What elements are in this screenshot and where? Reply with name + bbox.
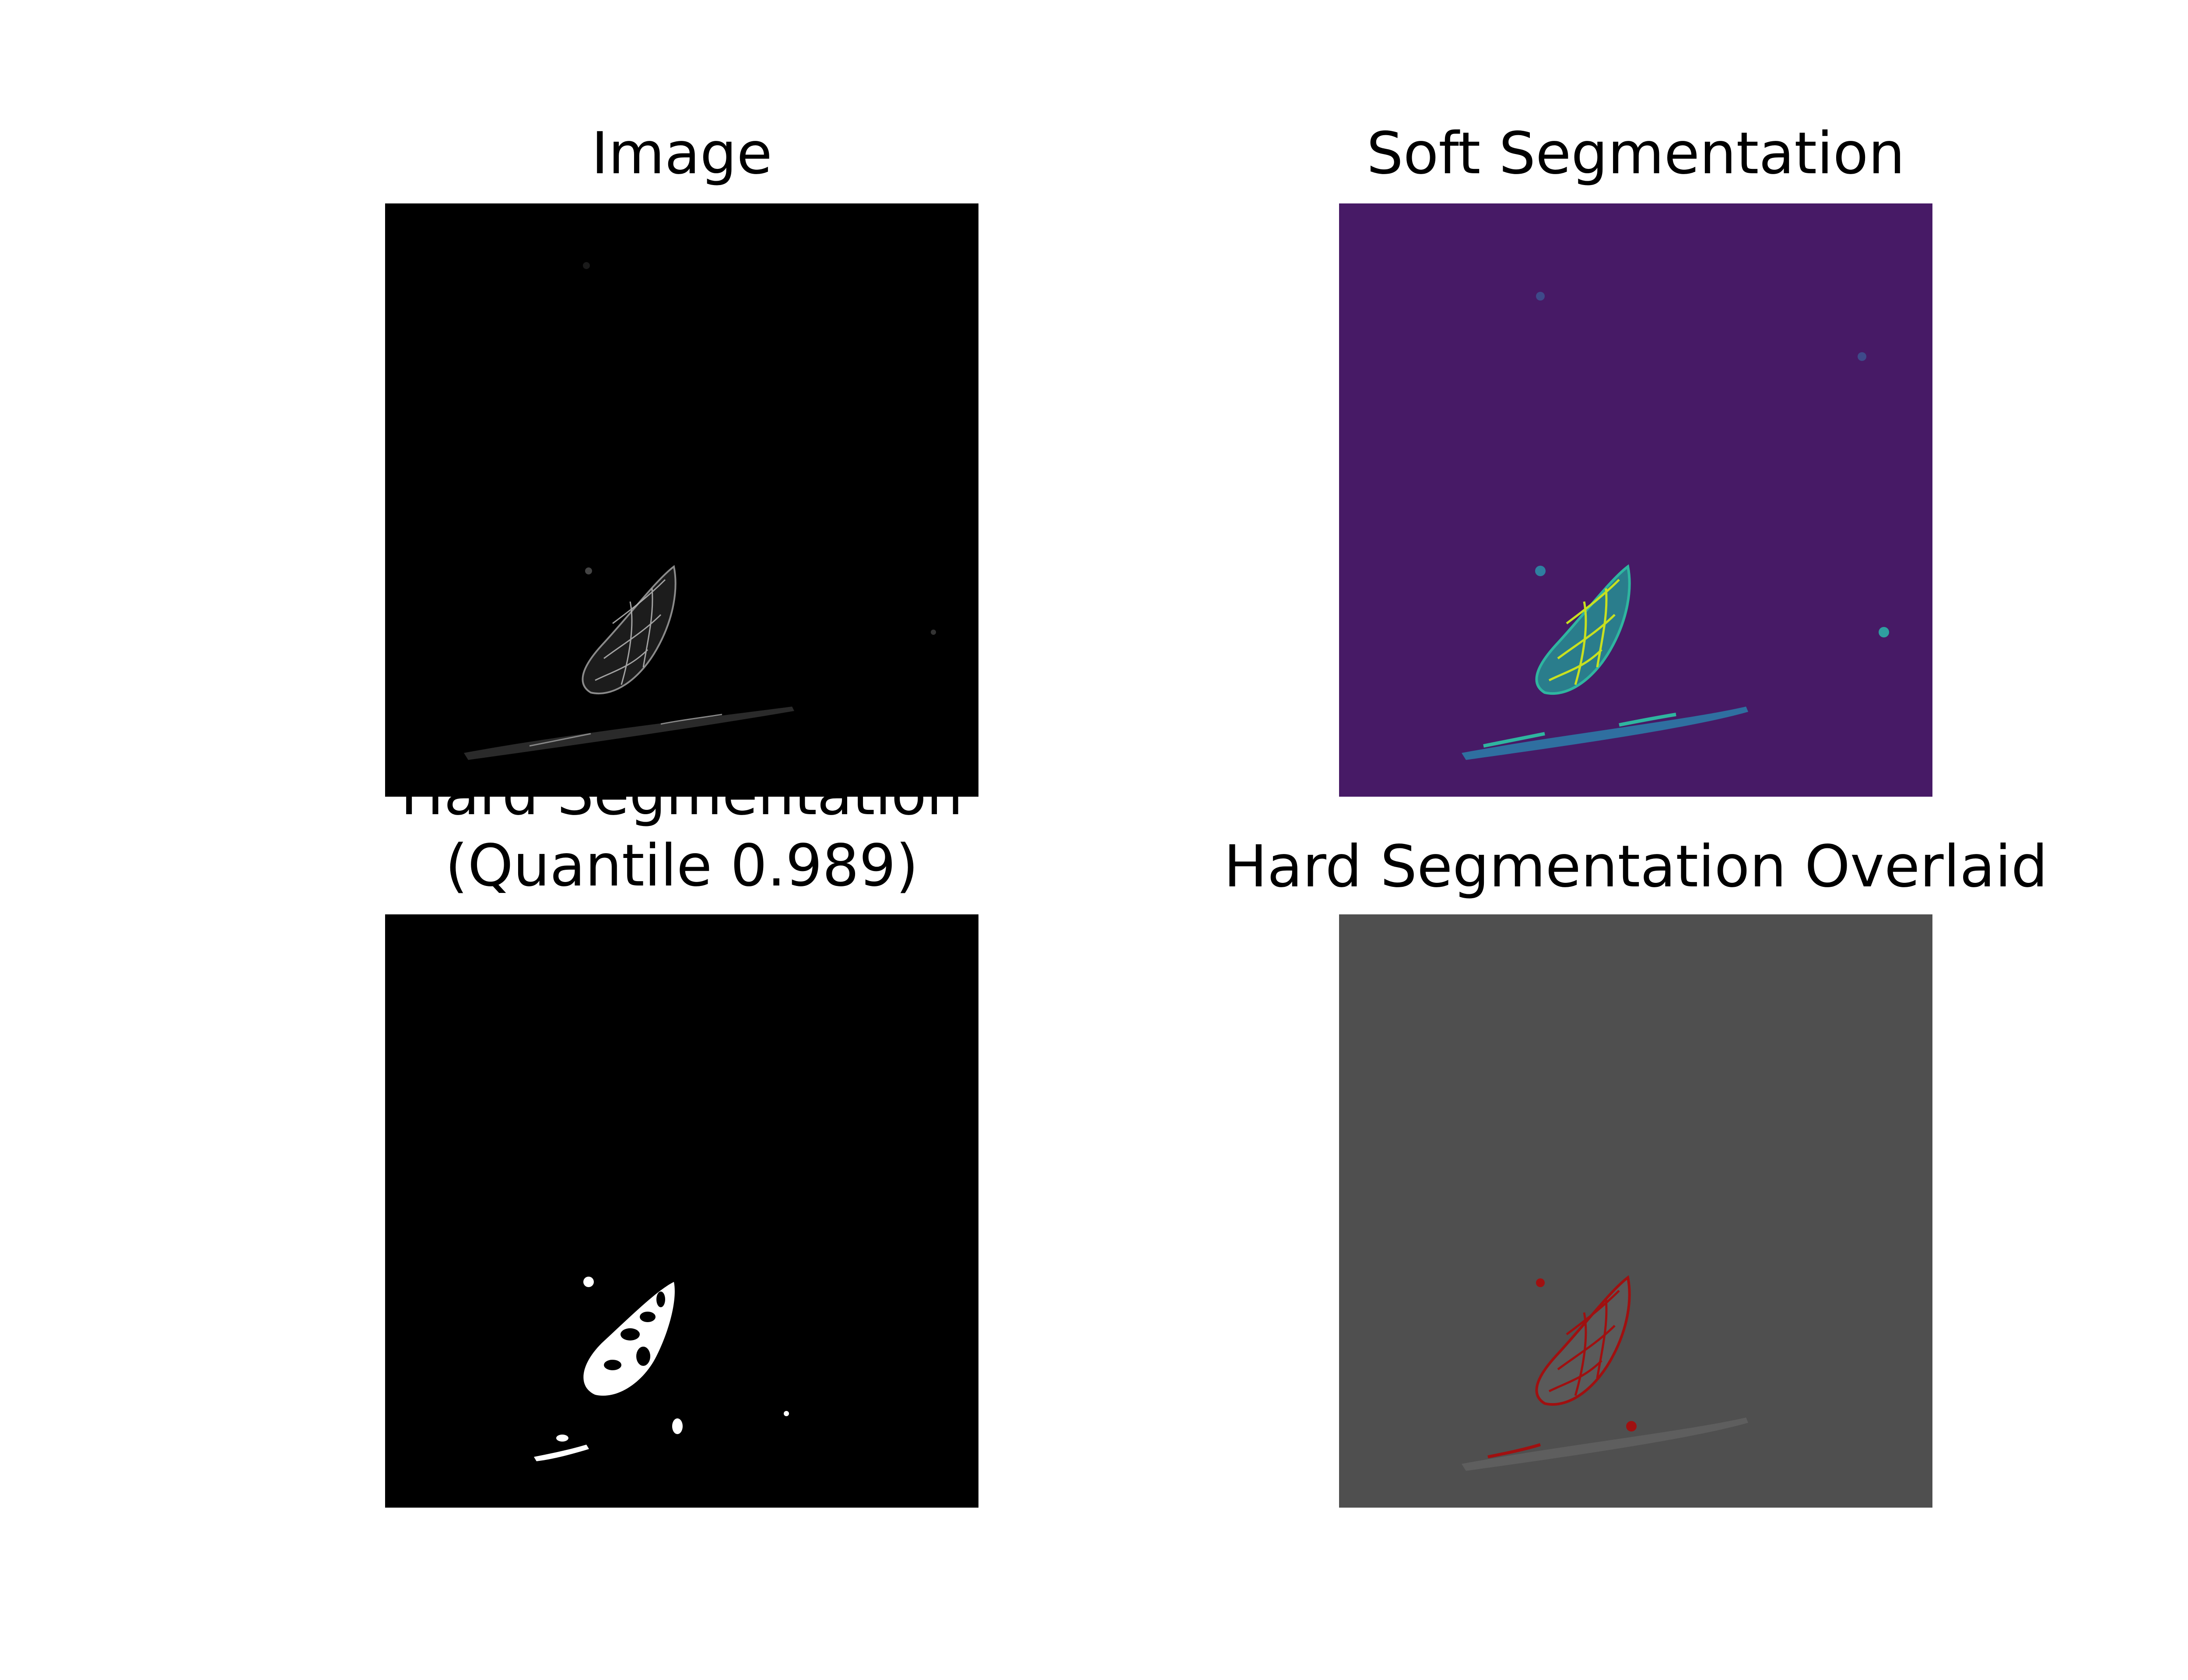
hard-segmentation-overlaid-panel-picture	[1339, 914, 1932, 1508]
image-panel	[385, 203, 978, 797]
soft-segmentation-panel-title: Soft Segmentation	[1366, 120, 1905, 187]
soft-segmentation-panel	[1339, 203, 1932, 797]
image-panel-title: Image	[591, 120, 772, 187]
hard-segmentation-panel-picture	[385, 914, 978, 1508]
hard-segmentation-overlaid-panel-title: Hard Segmentation Overlaid	[1224, 833, 2048, 900]
hard-segmentation-title-line-2: (Quantile 0.989)	[445, 832, 919, 900]
soft-segmentation-panel-picture	[1339, 203, 1932, 797]
image-panel-picture	[385, 203, 978, 797]
hard-segmentation-panel	[385, 914, 978, 1508]
hard-segmentation-overlaid-panel	[1339, 914, 1932, 1508]
